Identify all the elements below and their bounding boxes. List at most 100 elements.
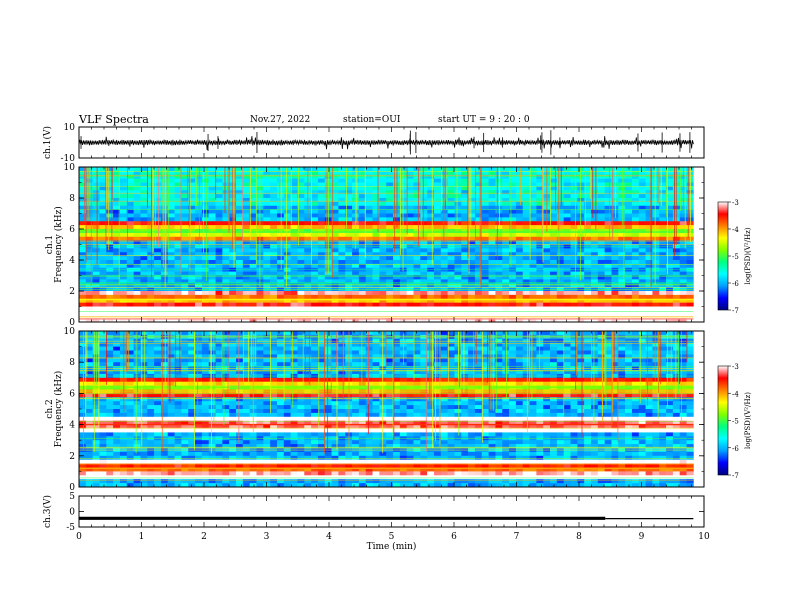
spectrogram-cell: [481, 236, 489, 241]
spectrogram-cell: [461, 186, 469, 191]
spectrogram-cell: [502, 294, 510, 300]
spectrogram-cell: [577, 260, 585, 265]
spectrogram-cell: [167, 182, 175, 187]
spectrogram-cell: [379, 275, 387, 280]
spectrogram-cell: [522, 275, 530, 280]
spectrogram-cell: [256, 302, 264, 307]
spectrogram-cell: [618, 334, 626, 340]
spectrogram-cell: [208, 221, 216, 226]
spectrogram-cell: [215, 294, 223, 300]
spectrogram-cell: [686, 291, 694, 296]
spectrogram-cell: [515, 275, 524, 280]
spectrogram-cell: [324, 279, 332, 284]
spectrogram-cell: [133, 318, 141, 323]
spectrogram-cell: [399, 275, 407, 280]
spectrogram-cell: [297, 217, 305, 222]
spectrogram-cell: [679, 248, 687, 253]
spectrogram-cell: [195, 167, 203, 172]
spectrogram-cell: [679, 350, 687, 355]
spectrogram-cell: [522, 198, 530, 203]
spectrogram-cell: [522, 248, 530, 253]
spectrogram-cell: [427, 170, 435, 176]
spectrogram-cell: [276, 291, 285, 296]
spectrogram-cell: [550, 236, 558, 241]
spectrogram-cell: [536, 205, 544, 210]
spectrogram-cell: [529, 271, 537, 276]
spectrogram-cell: [331, 346, 339, 351]
spectrogram-cell: [536, 213, 544, 218]
spectrogram-cell: [222, 225, 230, 230]
spectrogram-cell: [522, 294, 530, 300]
spectrogram-cell: [119, 229, 128, 234]
spectrogram-cell: [201, 275, 210, 280]
spectrogram-cell: [625, 170, 633, 176]
spectrogram-cell: [160, 291, 169, 296]
spectrogram-cell: [550, 302, 558, 307]
spectrogram-cell: [522, 182, 530, 187]
spectrogram-cell: [645, 350, 653, 355]
spectrogram-cell: [99, 306, 107, 311]
spectrogram-cell: [365, 248, 373, 253]
spectrogram-cell: [119, 213, 128, 218]
spectrogram-cell: [468, 318, 476, 323]
spectrogram-cell: [584, 271, 592, 276]
spectrogram-cell: [379, 205, 387, 210]
spectrogram-cell: [556, 205, 564, 210]
spectrogram-cell: [113, 302, 121, 307]
spectrogram-cell: [256, 310, 264, 315]
spectrogram-cell: [515, 260, 524, 265]
spectrogram-cell: [468, 334, 476, 340]
spectrogram-cell: [468, 291, 476, 296]
spectrogram-cell: [577, 291, 585, 296]
spectrogram-cell: [133, 252, 141, 257]
spectrogram-cell: [433, 318, 442, 323]
spectrogram-cell: [229, 298, 237, 303]
spectrogram-cell: [584, 260, 592, 265]
spectrogram-cell: [222, 240, 230, 245]
spectrogram-cell: [659, 194, 667, 199]
spectrogram-cell: [570, 178, 578, 183]
spectrogram-cell: [611, 198, 619, 203]
spectrogram-cell: [474, 205, 483, 210]
spectrogram-cell: [447, 346, 455, 351]
spectrogram-cell: [106, 170, 114, 176]
spectrogram-cell: [386, 318, 394, 323]
spectrogram-cell: [420, 240, 428, 245]
spectrogram-cell: [311, 318, 319, 323]
spectrogram-cell: [201, 306, 210, 311]
spectrogram-cell: [126, 302, 134, 307]
spectrogram-cell: [563, 186, 571, 191]
spectrogram-cell: [317, 260, 326, 265]
spectrogram-cell: [638, 167, 646, 172]
spectrogram-cell: [236, 287, 244, 292]
spectrogram-cell: [393, 354, 401, 359]
spectrogram-cell: [679, 283, 687, 288]
spectrogram-cell: [119, 256, 128, 261]
spectrogram-cell: [454, 310, 462, 315]
spectrogram-cell: [440, 232, 448, 238]
spectrogram-cell: [345, 263, 353, 269]
spectrogram-cell: [324, 287, 332, 292]
spectrogram-cell: [543, 248, 551, 253]
spectrogram-cell: [611, 298, 619, 303]
spectrogram-cell: [119, 263, 128, 269]
spectrogram-cell: [338, 318, 346, 323]
spectrogram-cell: [304, 350, 312, 355]
spectrogram-cell: [372, 194, 380, 199]
spectrogram-cell: [379, 240, 387, 245]
spectrogram-cell: [119, 252, 128, 257]
spectrogram-cell: [666, 358, 674, 363]
spectrogram-cell: [543, 291, 551, 296]
spectrogram-cell: [529, 205, 537, 210]
spectrogram-cell: [290, 248, 298, 253]
spectrogram-cell: [208, 331, 216, 336]
spectrogram-cell: [550, 232, 558, 238]
spectrogram-cell: [345, 271, 353, 276]
spectrogram-cell: [311, 302, 319, 307]
spectrogram-cell: [365, 260, 373, 265]
spectrogram-cell: [454, 236, 462, 241]
spectrogram-cell: [133, 236, 141, 241]
spectrogram-cell: [208, 252, 216, 257]
spectrogram-cell: [270, 271, 278, 276]
spectrogram-cell: [468, 350, 476, 355]
